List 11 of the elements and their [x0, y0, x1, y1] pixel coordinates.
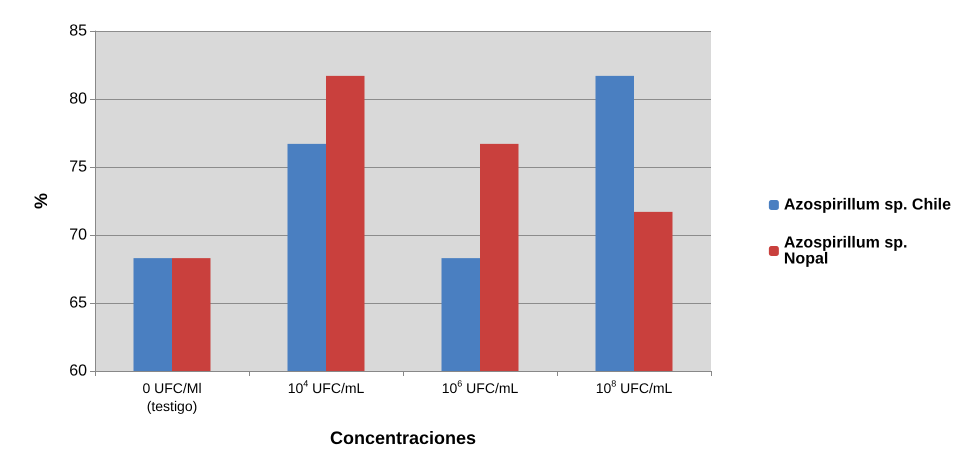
legend-label: Azospirillum sp. Chile [784, 196, 952, 214]
y-tick-label: 60 [69, 362, 88, 380]
x-tick-label: 0 UFC/Ml (testigo) [142, 380, 202, 414]
y-tick-label: 80 [69, 90, 88, 108]
legend-label: Azospirillum sp. Nopal [784, 234, 912, 268]
y-tick-label: 75 [69, 158, 88, 176]
y-tick-label: 70 [69, 226, 88, 244]
y-tick-label: 65 [69, 294, 88, 312]
y-axis-title: % [31, 192, 51, 210]
x-axis-title: Concentraciones [330, 428, 476, 448]
y-tick-label: 85 [69, 22, 88, 40]
